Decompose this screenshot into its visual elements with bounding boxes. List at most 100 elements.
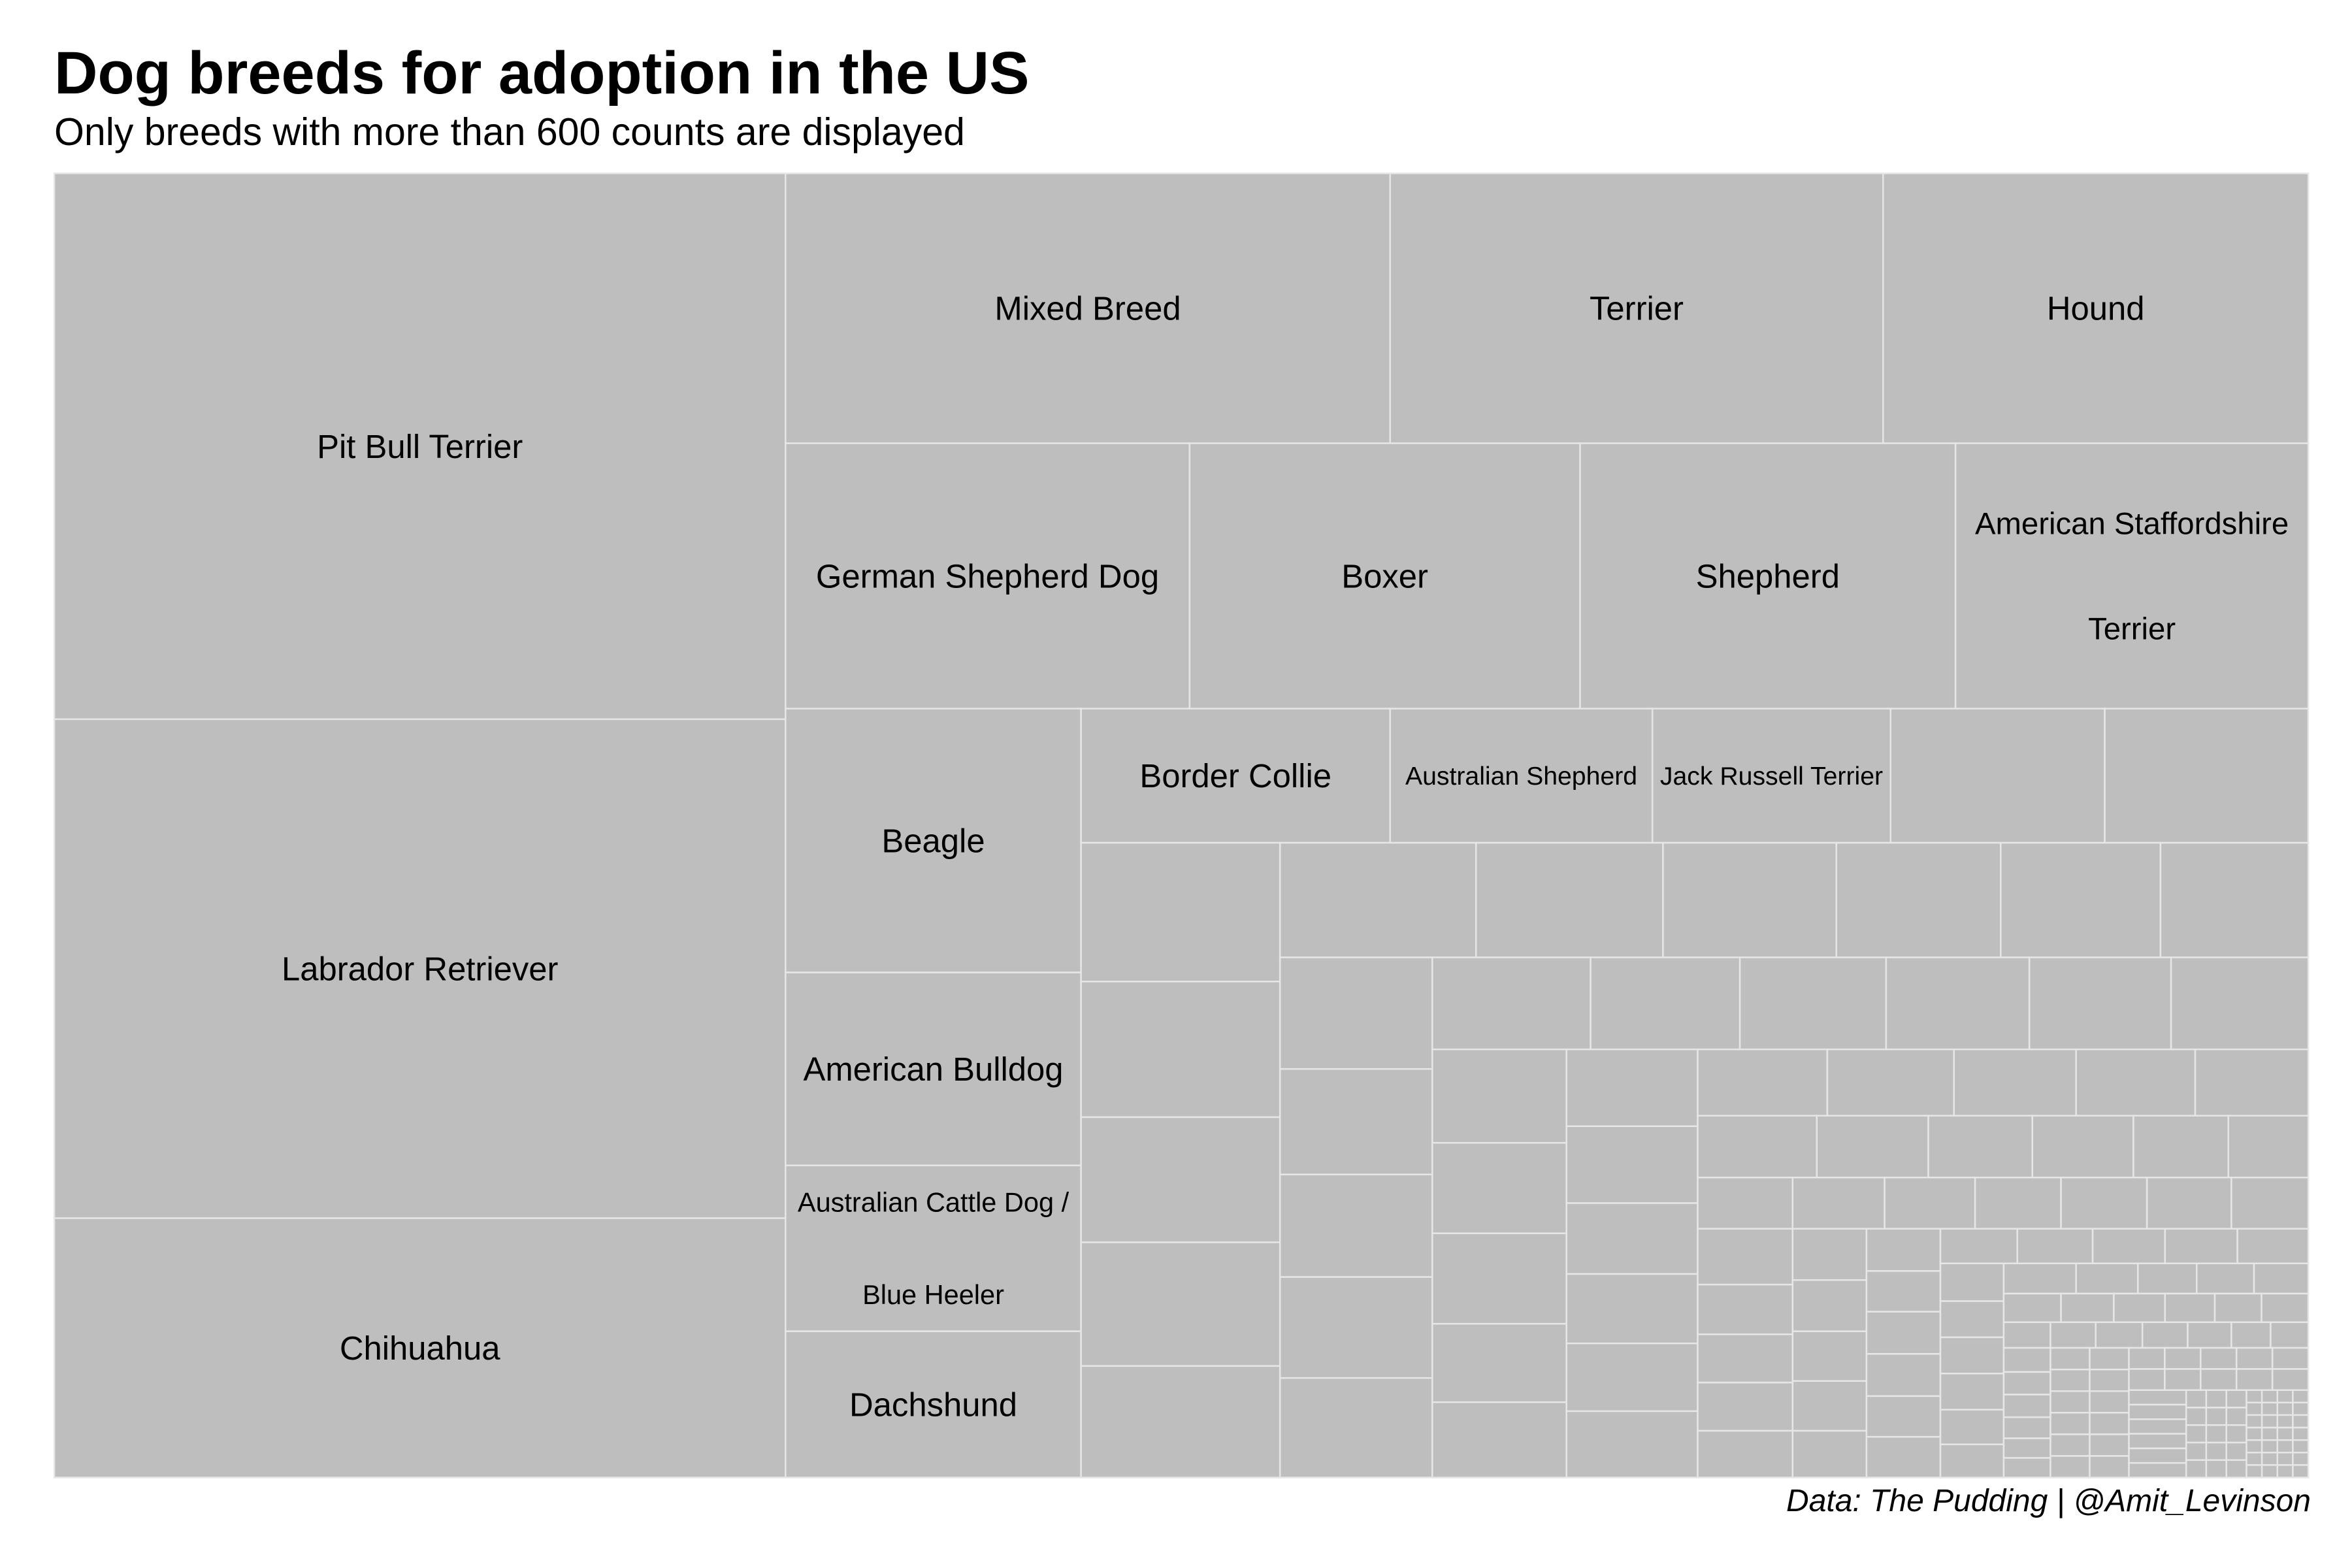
treemap-tile: [2060, 1292, 2115, 1324]
treemap-tile: [2028, 956, 2172, 1051]
treemap-tile: [1865, 1311, 1942, 1355]
treemap-tile: [1697, 1228, 1794, 1286]
treemap-tile: [1431, 1048, 1567, 1144]
treemap-tile: [1279, 841, 1477, 958]
tile-label: Pit Bull Terrier: [317, 428, 523, 465]
treemap-tile: [2128, 1418, 2187, 1435]
treemap-tile: [1939, 1300, 2005, 1339]
treemap-tile: [785, 172, 1391, 444]
treemap-tile: [2246, 1426, 2263, 1441]
treemap-tile: [1865, 1270, 1942, 1313]
treemap-tile: [2276, 1401, 2294, 1416]
treemap-tile: [2164, 1368, 2202, 1391]
treemap-tile: [53, 718, 787, 1219]
treemap-tile: [1885, 956, 2031, 1051]
treemap-tile: [2113, 1292, 2166, 1324]
tile-label: American Staffordshire Terrier: [1975, 507, 2289, 647]
treemap-tile: [2185, 1459, 2208, 1478]
treemap-tile: [1939, 1336, 2005, 1375]
tile-label: Terrier: [1590, 290, 1684, 327]
treemap-tile: [1865, 1435, 1942, 1478]
treemap-tile: [2164, 1347, 2202, 1370]
treemap-tile: [2146, 1177, 2232, 1230]
treemap-tile: [53, 1217, 787, 1478]
treemap-tile: [1565, 1273, 1699, 1345]
chart-title: Dog breeds for adoption in the US: [54, 40, 1030, 106]
treemap-tile: [1865, 1353, 1942, 1397]
treemap-tile: [1590, 956, 1741, 1051]
treemap-tile: [2089, 1412, 2130, 1435]
treemap-tile: [2128, 1433, 2187, 1450]
treemap-tile: [2246, 1401, 2263, 1416]
treemap-tile: [2050, 1347, 2091, 1371]
treemap-tile: [2261, 1389, 2279, 1404]
treemap-tile: [2016, 1228, 2094, 1265]
treemap-tile: [2261, 1452, 2279, 1466]
treemap-tile: [2292, 1389, 2310, 1404]
treemap-tile: [1565, 1342, 1699, 1413]
treemap-tile: [2089, 1347, 2130, 1371]
treemap-tile: [53, 172, 787, 721]
treemap-tile: [2261, 1439, 2279, 1454]
treemap-tile: [1697, 1177, 1794, 1230]
treemap-tile: [1826, 1048, 1955, 1117]
treemap-tile: [1791, 1429, 1868, 1478]
treemap-tile: [1697, 1333, 1794, 1384]
treemap-tile: [2170, 956, 2310, 1051]
treemap-tile: [2270, 1321, 2310, 1349]
treemap-tile: [1697, 1115, 1818, 1179]
treemap-tile: [2246, 1414, 2263, 1429]
treemap-tile: [2002, 1371, 2051, 1396]
treemap-tile: [1882, 172, 2310, 444]
tile-label: Labrador Retriever: [282, 951, 559, 988]
tile-label: Beagle: [881, 822, 985, 859]
treemap-tile: [1188, 442, 1581, 710]
treemap-tile: [1739, 956, 1887, 1051]
treemap-tile: [2292, 1452, 2310, 1466]
treemap-tile: [2194, 1048, 2310, 1117]
treemap-tile: [1565, 1410, 1699, 1478]
treemap-tile: [2261, 1401, 2279, 1416]
treemap-tile: [1927, 1115, 2033, 1179]
treemap-tile: [1565, 1202, 1699, 1275]
treemap-tile: [2261, 1426, 2279, 1441]
treemap-tile: [1389, 172, 1884, 444]
treemap-tile: [2261, 1292, 2310, 1324]
treemap-tile: [1279, 1173, 1433, 1278]
treemap-tile: [2225, 1424, 2247, 1444]
treemap-tile: [1431, 1401, 1567, 1478]
treemap-tile: [2200, 1368, 2238, 1391]
treemap-tile: [785, 708, 1082, 973]
treemap-tile: [2246, 1452, 2263, 1466]
treemap-tile: [2292, 1414, 2310, 1429]
treemap-tile: [2089, 1368, 2130, 1392]
treemap-tile: [2225, 1441, 2247, 1462]
treemap-tile: [1939, 1262, 2005, 1302]
treemap-tile: [785, 1164, 1082, 1332]
treemap-tile: [2002, 1437, 2051, 1459]
treemap-tile: [2128, 1389, 2187, 1406]
treemap-tile: [2050, 1321, 2097, 1349]
treemap-tile: [2185, 1441, 2208, 1462]
treemap-tile: [2050, 1455, 2091, 1478]
treemap-tile: [2164, 1228, 2238, 1265]
treemap-tile: [2104, 708, 2310, 844]
treemap-tile: [2205, 1459, 2227, 1478]
tile-label: German Shepherd Dog: [816, 557, 1159, 595]
treemap-tile: [2141, 1321, 2189, 1349]
treemap-tile: [2276, 1439, 2294, 1454]
treemap-tile: [2050, 1390, 2091, 1414]
treemap-tile: [2002, 1416, 2051, 1439]
treemap-tile: [2002, 1347, 2051, 1373]
treemap-tile: [1954, 442, 2310, 710]
treemap-tile: [1791, 1177, 1886, 1230]
treemap-tile: [2128, 1368, 2166, 1391]
tile-label: Hound: [2047, 290, 2145, 327]
treemap-tile: [2230, 1177, 2310, 1230]
treemap-tile: [2075, 1262, 2139, 1295]
treemap-tile: [2050, 1433, 2091, 1457]
tile-label: Australian Shepherd: [1405, 762, 1637, 791]
treemap-tile: [2292, 1426, 2310, 1441]
treemap-tile: [1953, 1048, 2077, 1117]
treemap-tile: [1565, 1125, 1699, 1204]
